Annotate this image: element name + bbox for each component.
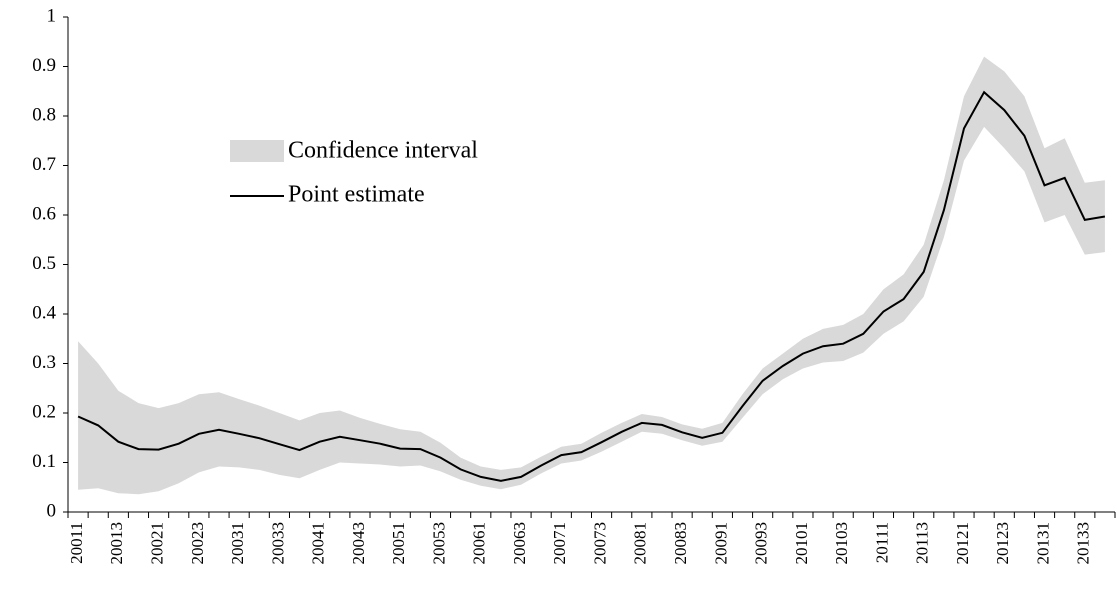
x-tick-label: 20133: [1074, 522, 1093, 565]
x-tick-label: 20071: [550, 522, 569, 565]
x-tick-label: 20033: [268, 522, 287, 565]
legend-swatch: [230, 140, 284, 162]
y-tick-label: 0.6: [32, 203, 56, 224]
x-tick-label: 20121: [953, 522, 972, 565]
point-estimate-line: [77, 90, 1106, 482]
x-tick-label: 20031: [228, 522, 247, 565]
y-tick-label: 0.4: [32, 302, 56, 323]
x-tick-label: 20091: [711, 522, 730, 565]
x-tick-label: 20043: [349, 522, 368, 565]
y-tick-label: 0.2: [32, 401, 56, 422]
x-tick-label: 20081: [631, 522, 650, 565]
x-tick-label: 20113: [913, 522, 932, 564]
x-tick-label: 20021: [148, 522, 167, 565]
x-tick-label: 20103: [832, 522, 851, 565]
x-tick-label: 20051: [389, 522, 408, 565]
x-tick-label: 20041: [309, 522, 328, 565]
x-tick-label: 20013: [107, 522, 126, 565]
y-tick-label: 0: [47, 500, 57, 521]
y-tick-label: 0.5: [32, 253, 56, 274]
legend-label: Confidence interval: [288, 138, 478, 164]
x-tick-label: 20093: [752, 522, 771, 565]
x-tick-label: 20053: [429, 522, 448, 565]
y-tick-label: 0.9: [32, 55, 56, 76]
x-tick-label: 20083: [671, 522, 690, 565]
x-tick-label: 20023: [188, 522, 207, 565]
y-tick-label: 0.1: [32, 451, 56, 472]
x-tick-label: 20063: [510, 522, 529, 565]
x-tick-label: 20101: [792, 522, 811, 565]
x-tick-label: 20011: [67, 522, 86, 564]
y-tick-label: 0.8: [32, 104, 56, 125]
x-tick-label: 20073: [590, 522, 609, 565]
legend-label: Point estimate: [288, 182, 425, 208]
x-tick-label: 20131: [1033, 522, 1052, 565]
y-tick-label: 0.3: [32, 352, 56, 373]
x-tick-label: 20061: [470, 522, 489, 565]
x-tick-label: 20111: [872, 522, 891, 563]
y-tick-label: 1: [47, 5, 57, 26]
x-tick-label: 20123: [993, 522, 1012, 565]
y-tick-label: 0.7: [32, 154, 56, 175]
confidence-band: [78, 56, 1105, 495]
